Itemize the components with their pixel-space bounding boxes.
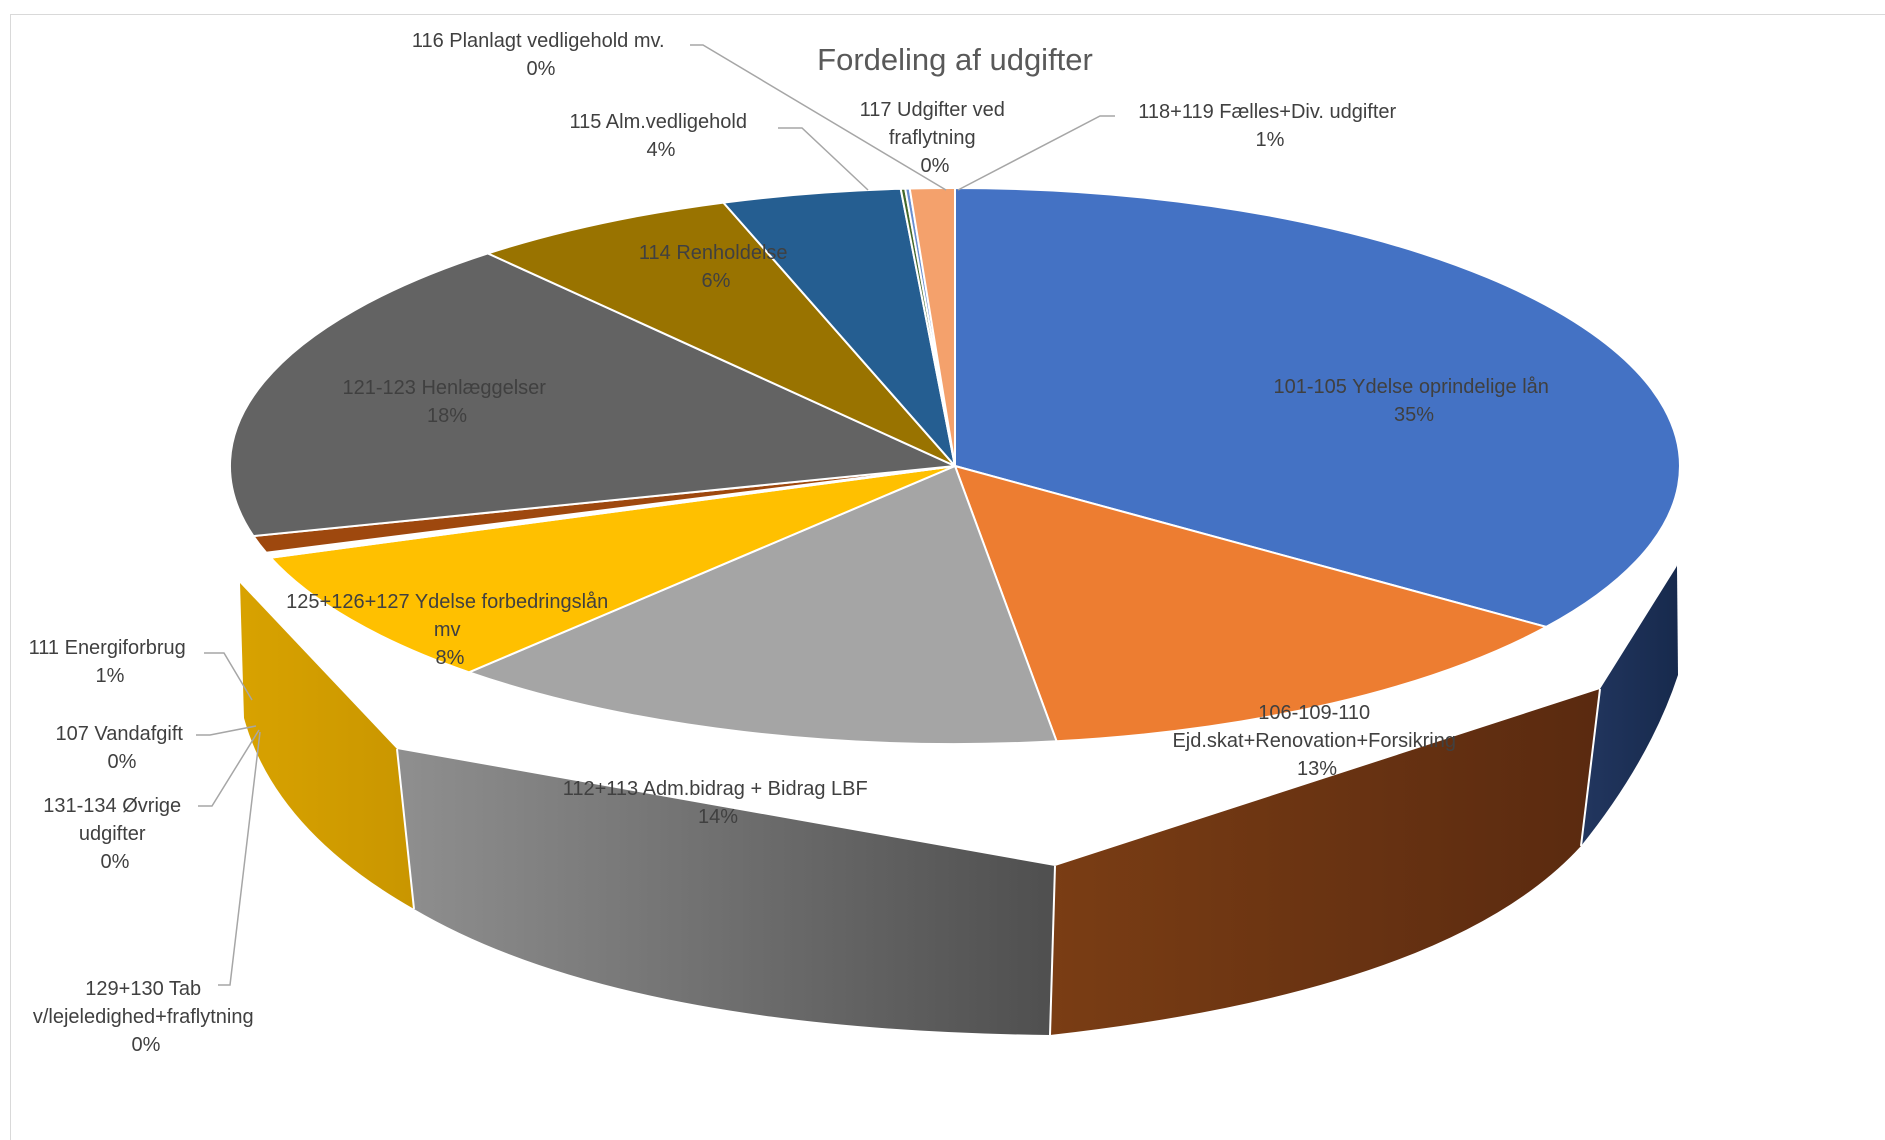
slice-label-s12: 117 Udgifter ved fraflytning 0% bbox=[860, 99, 1011, 177]
slice-label-s13: 118+119 Fælles+Div. udgifter 1% bbox=[1138, 101, 1401, 151]
side-slice-blue-main bbox=[1581, 566, 1678, 846]
chart-area bbox=[10, 14, 1885, 1140]
pie-top bbox=[229, 186, 1681, 746]
pie-slice-1 bbox=[953, 464, 1549, 743]
slice-label-s7: 111 Energiforbrug 1% bbox=[29, 637, 192, 687]
slice-label-s9: 114 Renholdelse 6% bbox=[639, 242, 793, 292]
side-slice-orange bbox=[1050, 689, 1600, 1035]
leader-line-5 bbox=[690, 44, 947, 191]
leader-line-1 bbox=[196, 725, 257, 736]
leader-line-3 bbox=[218, 731, 261, 986]
side-slice-yellow bbox=[240, 583, 414, 909]
slice-label-s6: 107 Vandafgift 0% bbox=[55, 723, 188, 773]
pie-slice-0 bbox=[954, 186, 1681, 628]
pie-slice-8 bbox=[229, 252, 959, 538]
leader-line-0 bbox=[204, 652, 253, 701]
slice-label-s0: 101-105 Ydelse oprindelige lån 35% bbox=[1274, 376, 1555, 426]
side-edge-1 bbox=[1049, 865, 1056, 1036]
slice-label-s5: 131-134 Øvrige udgifter 0% bbox=[43, 795, 186, 873]
side-edge-2 bbox=[396, 748, 415, 910]
slice-label-s1: 106-109-110 Ejd.skat+Renovation+Forsikri… bbox=[1172, 702, 1461, 780]
slice-label-s3: 125+126+127 Ydelse forbedringslån mv 8% bbox=[286, 591, 614, 669]
slice-label-s4: 129+130 Tab v/lejeledighed+fraflytning 0… bbox=[33, 978, 259, 1056]
side-edge-3 bbox=[1580, 688, 1601, 847]
pie-slice-2 bbox=[466, 464, 1059, 746]
leader-line-2 bbox=[198, 729, 260, 807]
pie-slice-3 bbox=[268, 465, 956, 674]
slice-label-s8: 121-123 Henlæggelser 18% bbox=[342, 377, 551, 427]
pie-slice-13 bbox=[908, 186, 956, 467]
pie-slice-10 bbox=[721, 187, 957, 470]
side-slice-gray bbox=[397, 749, 1055, 1035]
pie-slice-9 bbox=[485, 201, 956, 467]
leader-line-4 bbox=[778, 127, 869, 191]
leader-lines bbox=[196, 44, 1115, 986]
slice-label-s2: 112+113 Adm.bidrag + Bidrag LBF 14% bbox=[563, 778, 874, 828]
slice-label-s10: 115 Alm.vedligehold 4% bbox=[569, 111, 752, 161]
pie-sides bbox=[240, 565, 1678, 1036]
chart-title: Fordeling af udgifter bbox=[817, 42, 1093, 77]
leader-line-6 bbox=[957, 115, 1115, 191]
slice-label-s11: 116 Planlagt vedligehold mv. 0% bbox=[412, 30, 670, 80]
